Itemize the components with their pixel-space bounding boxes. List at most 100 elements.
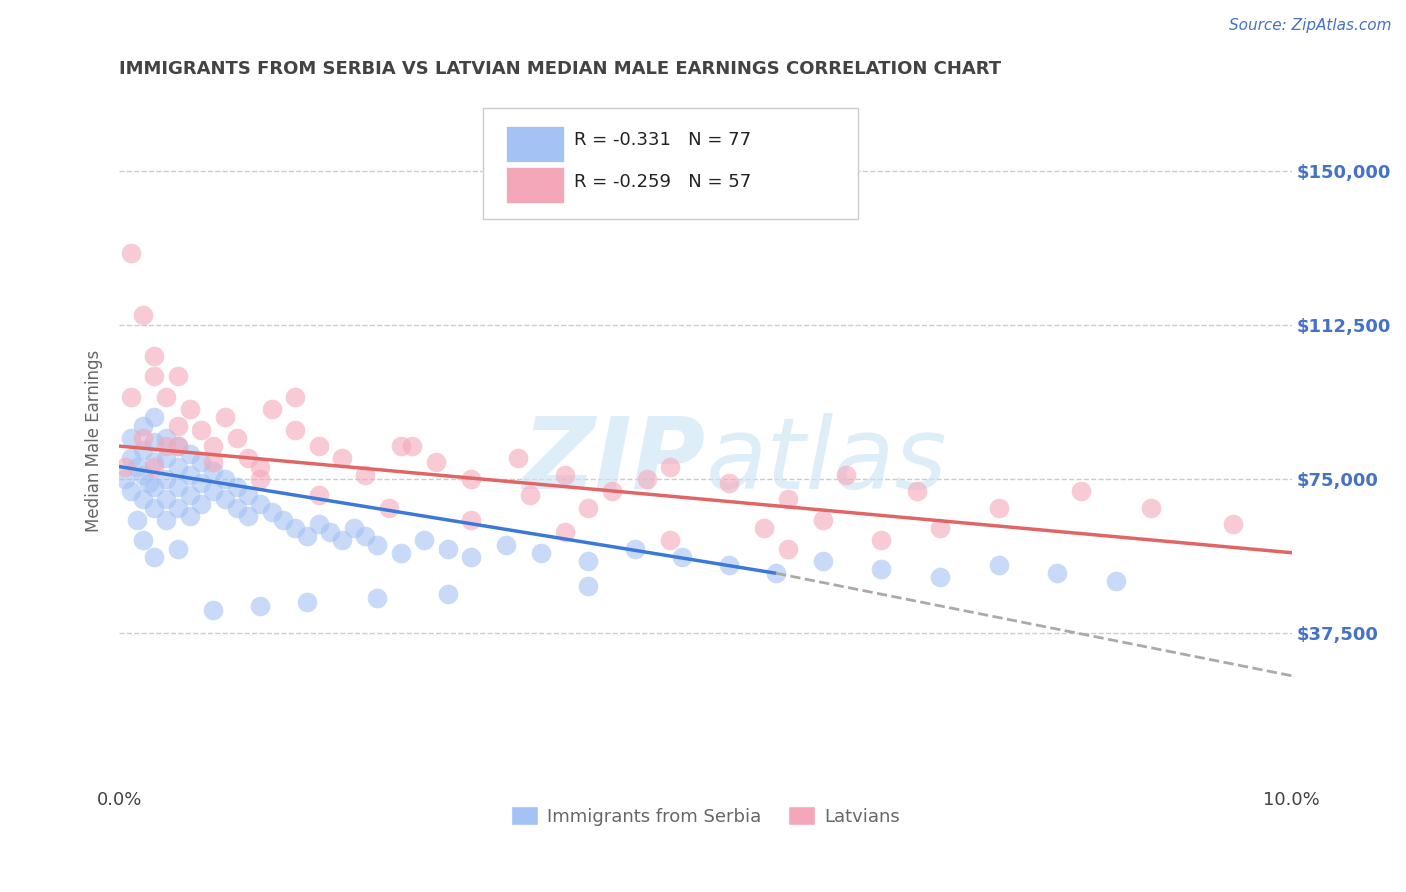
Point bbox=[125, 513, 148, 527]
Point bbox=[343, 521, 366, 535]
Point bbox=[284, 423, 307, 437]
Point bbox=[132, 467, 155, 482]
Point bbox=[238, 451, 260, 466]
Point bbox=[401, 439, 423, 453]
Point bbox=[167, 500, 190, 515]
Legend: Immigrants from Serbia, Latvians: Immigrants from Serbia, Latvians bbox=[503, 799, 907, 833]
Point bbox=[143, 455, 166, 469]
Point bbox=[238, 488, 260, 502]
Point bbox=[143, 500, 166, 515]
Point bbox=[214, 472, 236, 486]
Point bbox=[120, 484, 142, 499]
Point bbox=[987, 558, 1010, 572]
Point bbox=[870, 562, 893, 576]
Point bbox=[202, 603, 225, 617]
Point bbox=[929, 570, 952, 584]
Text: atlas: atlas bbox=[706, 413, 948, 509]
Point bbox=[167, 369, 190, 384]
Point bbox=[717, 475, 740, 490]
Point bbox=[436, 541, 458, 556]
Point bbox=[636, 472, 658, 486]
Point bbox=[179, 467, 201, 482]
Point bbox=[811, 554, 834, 568]
Point bbox=[576, 554, 599, 568]
Point bbox=[1222, 516, 1244, 531]
Point bbox=[519, 488, 541, 502]
Point bbox=[717, 558, 740, 572]
Point bbox=[155, 431, 177, 445]
Point bbox=[835, 467, 858, 482]
Point bbox=[167, 480, 190, 494]
Point bbox=[495, 537, 517, 551]
Point bbox=[308, 439, 330, 453]
Point bbox=[167, 541, 190, 556]
Point bbox=[776, 492, 799, 507]
Point bbox=[143, 435, 166, 450]
Text: Source: ZipAtlas.com: Source: ZipAtlas.com bbox=[1229, 18, 1392, 33]
Point bbox=[870, 533, 893, 548]
Point bbox=[202, 455, 225, 469]
Point bbox=[249, 496, 271, 510]
Point bbox=[1105, 574, 1128, 589]
Point bbox=[273, 513, 295, 527]
Point bbox=[354, 467, 377, 482]
Point bbox=[554, 467, 576, 482]
Point bbox=[143, 480, 166, 494]
Point bbox=[190, 496, 212, 510]
Point bbox=[202, 464, 225, 478]
Point bbox=[190, 423, 212, 437]
Point bbox=[389, 546, 412, 560]
Point bbox=[225, 500, 247, 515]
Point bbox=[114, 459, 136, 474]
Point bbox=[132, 492, 155, 507]
Text: R = -0.259   N = 57: R = -0.259 N = 57 bbox=[574, 173, 751, 191]
FancyBboxPatch shape bbox=[482, 108, 858, 219]
Y-axis label: Median Male Earnings: Median Male Earnings bbox=[86, 350, 103, 532]
Point bbox=[190, 455, 212, 469]
Point bbox=[249, 472, 271, 486]
Point bbox=[659, 533, 682, 548]
Point bbox=[202, 439, 225, 453]
Point bbox=[143, 459, 166, 474]
Point bbox=[576, 578, 599, 592]
Point bbox=[138, 475, 160, 490]
Point bbox=[120, 246, 142, 260]
Point bbox=[659, 459, 682, 474]
Point bbox=[378, 500, 401, 515]
Text: R = -0.331   N = 77: R = -0.331 N = 77 bbox=[574, 131, 751, 149]
Point bbox=[1070, 484, 1092, 499]
Point bbox=[167, 439, 190, 453]
Point bbox=[425, 455, 447, 469]
Point bbox=[225, 431, 247, 445]
Point bbox=[765, 566, 787, 581]
Point bbox=[436, 587, 458, 601]
Point bbox=[460, 513, 482, 527]
Point bbox=[132, 431, 155, 445]
Point bbox=[132, 418, 155, 433]
Point bbox=[530, 546, 553, 560]
Point bbox=[330, 451, 353, 466]
Point bbox=[260, 402, 283, 417]
FancyBboxPatch shape bbox=[506, 126, 564, 161]
Point bbox=[214, 410, 236, 425]
Point bbox=[295, 529, 318, 543]
Point bbox=[167, 439, 190, 453]
Point bbox=[125, 459, 148, 474]
Point bbox=[776, 541, 799, 556]
Point bbox=[1046, 566, 1069, 581]
Point bbox=[132, 308, 155, 322]
Point bbox=[811, 513, 834, 527]
Point bbox=[120, 451, 142, 466]
Point bbox=[132, 533, 155, 548]
Point bbox=[120, 390, 142, 404]
Point bbox=[284, 390, 307, 404]
Point bbox=[202, 484, 225, 499]
Point bbox=[179, 447, 201, 461]
Point bbox=[155, 472, 177, 486]
Point bbox=[143, 349, 166, 363]
Point bbox=[366, 591, 388, 605]
Point bbox=[179, 508, 201, 523]
Point bbox=[155, 390, 177, 404]
Point bbox=[600, 484, 623, 499]
Point bbox=[987, 500, 1010, 515]
